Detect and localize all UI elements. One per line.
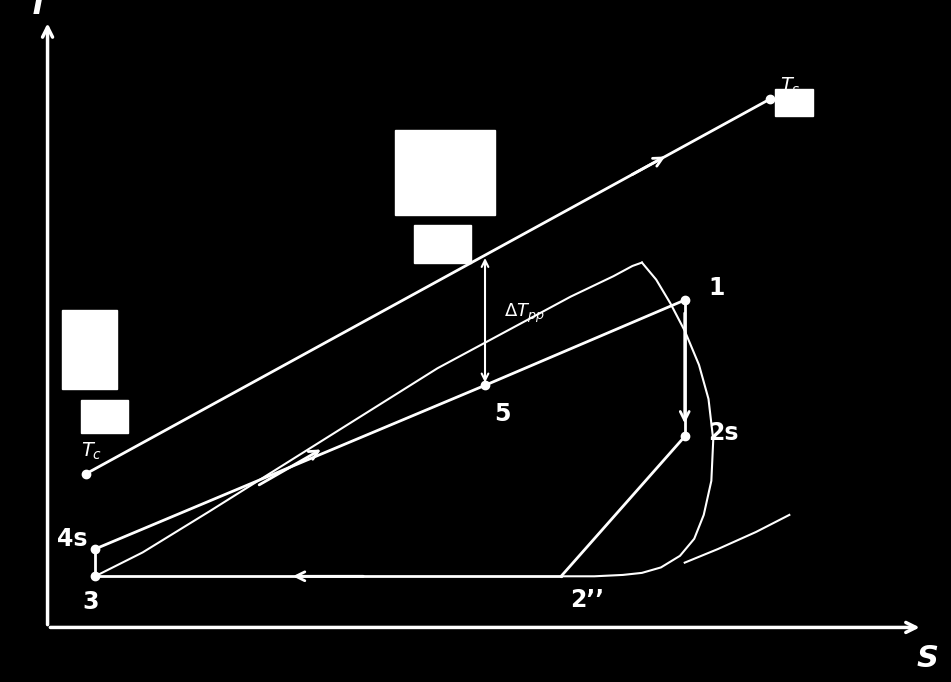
Text: S: S	[916, 644, 939, 674]
Bar	[62, 310, 117, 389]
Bar	[414, 225, 471, 263]
Text: 2s: 2s	[708, 421, 739, 445]
Bar	[775, 89, 813, 116]
Text: $\Delta T_{pp}$: $\Delta T_{pp}$	[504, 302, 545, 325]
Text: 3: 3	[82, 590, 99, 614]
Text: $T_c$: $T_c$	[81, 441, 102, 462]
Text: 2’’: 2’’	[571, 588, 605, 612]
Text: 1: 1	[708, 276, 725, 299]
Text: 5: 5	[495, 402, 511, 426]
Text: T: T	[28, 0, 49, 20]
Text: $T_s$: $T_s$	[780, 76, 801, 98]
Text: 4s: 4s	[57, 527, 87, 550]
Bar	[81, 400, 128, 433]
Bar	[395, 130, 495, 215]
